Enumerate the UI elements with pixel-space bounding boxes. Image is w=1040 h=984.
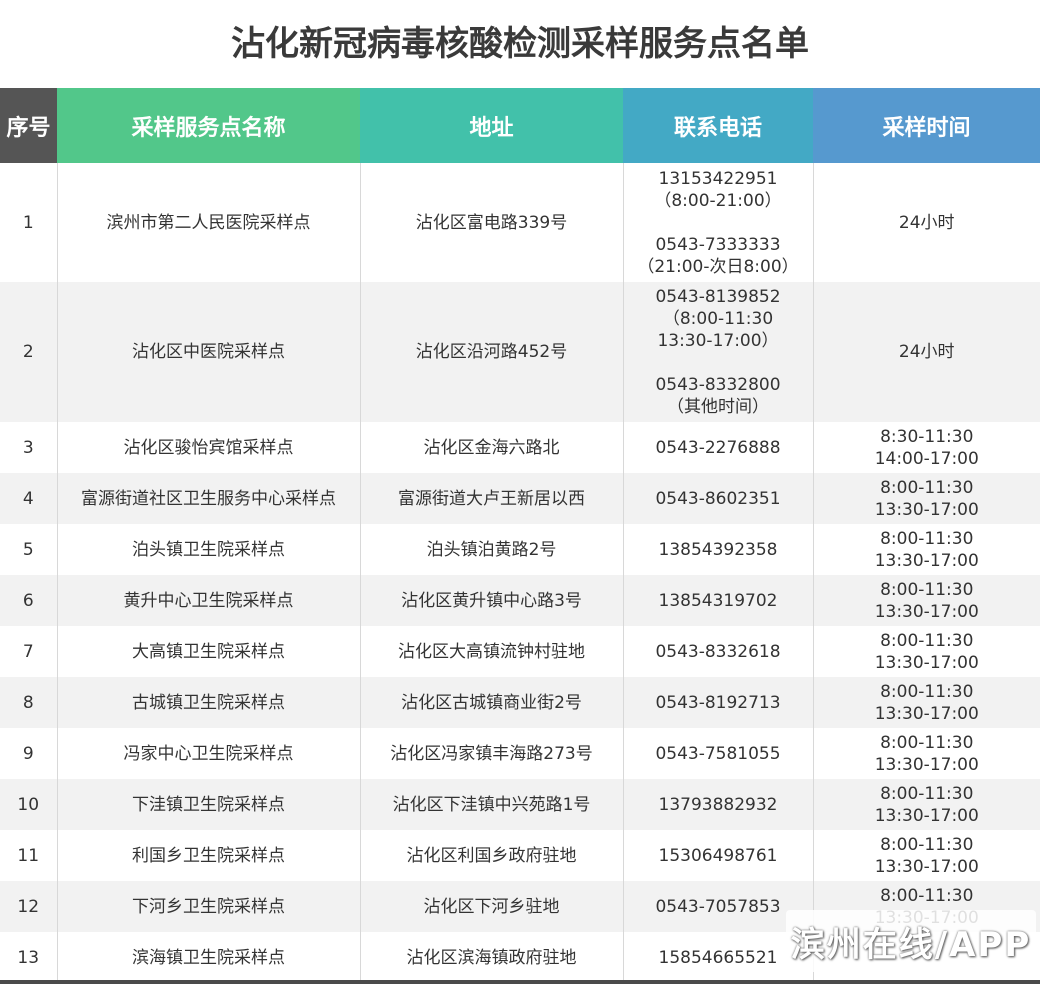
cell-phone: 0543-8192713 [622,677,813,728]
cell-phone: 15306498761 [622,830,813,881]
cell-name: 沾化区中医院采样点 [56,282,360,422]
header-phone: 联系电话 [623,88,813,163]
cell-index: 9 [22,743,34,764]
cell-address: 沾化区富电路339号 [359,163,623,282]
cell-name: 泊头镇卫生院采样点 [56,524,360,575]
cell-index: 11 [17,845,40,866]
cell-phone: 0543-7581055 [622,728,813,779]
cell-time: 8:00-11:30 13:30-17:00 [812,779,1040,830]
cell-address: 泊头镇泊黄路2号 [359,524,623,575]
table-row: 13 滨海镇卫生院采样点 沾化区滨海镇政府驻地 15854665521 [0,932,1040,983]
cell-time: 24小时 [812,282,1040,422]
sampling-sites-table: 序号 采样服务点名称 地址 联系电话 采样时间 1 滨州市第二人民医院采样点 沾化区… [0,88,1040,983]
cell-phone: 13854319702 [622,575,813,626]
cell-index: 2 [0,282,57,422]
header-name: 采样服务点名称 [57,88,360,163]
cell-index: 8 [0,677,57,728]
cell-index: 3 [22,437,34,458]
cell-phone: 15854665521 [622,932,813,983]
table-row: 10 下洼镇卫生院采样点 沾化区下洼镇中兴苑路1号 13793882932 8:00-1… [0,779,1040,830]
table-row: 7 大高镇卫生院采样点 沾化区大高镇流钟村驻地 0543-8332618 8:00-11… [0,626,1040,677]
bottom-border [0,980,1040,984]
page-title: 沾化新冠病毒核酸检测采样服务点名单 [231,24,809,64]
cell-name: 冯家中心卫生院采样点 [56,728,360,779]
cell-name: 下河乡卫生院采样点 [56,881,360,932]
cell-address: 沾化区黄升镇中心路3号 [359,575,623,626]
cell-address: 沾化区利国乡政府驻地 [359,830,623,881]
cell-time: 8:00-11:30 13:30-17:00 [812,677,1040,728]
cell-index: 12 [0,881,57,932]
cell-phone: 13854392358 [622,524,813,575]
table-row: 2 沾化区中医院采样点 沾化区沿河路452号 0543-8139852 （8:00-1… [0,282,1040,422]
table-row: 6 黄升中心卫生院采样点 沾化区黄升镇中心路3号 13854319702 8:00-11… [0,575,1040,626]
cell-time: 8:00-11:30 13:30-17:00 [812,524,1040,575]
cell-index: 7 [22,641,34,662]
cell-name: 利国乡卫生院采样点 [56,830,360,881]
table-row: 3 沾化区骏怡宾馆采样点 沾化区金海六路北 0543-2276888 8:30-11:3… [0,422,1040,473]
cell-address: 沾化区滨海镇政府驻地 [359,932,623,983]
cell-time: 8:00-11:30 13:30-17:00 [812,473,1040,524]
cell-name: 古城镇卫生院采样点 [56,677,360,728]
cell-address: 沾化区冯家镇丰海路273号 [359,728,623,779]
watermark-logo: 滨州在线/APP [786,910,1036,972]
cell-name: 下洼镇卫生院采样点 [56,779,360,830]
cell-index: 6 [0,575,57,626]
cell-name: 滨海镇卫生院采样点 [56,932,360,983]
cell-phone: 0543-7057853 [622,881,813,932]
cell-name: 黄升中心卫生院采样点 [56,575,360,626]
table-row: 8 古城镇卫生院采样点 沾化区古城镇商业街2号 0543-8192713 8:00-11… [0,677,1040,728]
cell-phone: 0543-8139852 （8:00-11:30 13:30-17:00） 05… [622,282,813,422]
cell-time: 8:00-11:30 13:30-17:00 [812,830,1040,881]
cell-index: 5 [22,539,34,560]
cell-time: 8:00-11:30 13:30-17:00 [812,575,1040,626]
cell-time: 8:00-11:30 13:30-17:00 [812,728,1040,779]
table-row: 1 滨州市第二人民医院采样点 沾化区富电路339号 13153422951 （8:00… [0,163,1040,282]
header-index: 序号 [0,88,57,163]
cell-index: 4 [0,473,57,524]
cell-time: 8:00-11:30 13:30-17:00 [812,626,1040,677]
header-time: 采样时间 [813,88,1040,163]
cell-time: 8:30-11:30 14:00-17:00 [812,422,1040,473]
cell-address: 沾化区下河乡驻地 [359,881,623,932]
cell-index: 10 [0,779,57,830]
cell-name: 滨州市第二人民医院采样点 [56,163,360,282]
header-address: 地址 [360,88,623,163]
cell-address: 沾化区沿河路452号 [359,282,623,422]
table-row: 4 富源街道社区卫生服务中心采样点 富源街道大卢王新居以西 0543-8602351 8… [0,473,1040,524]
cell-address: 富源街道大卢王新居以西 [359,473,623,524]
table-row: 11 利国乡卫生院采样点 沾化区利国乡政府驻地 15306498761 8:00-11:… [0,830,1040,881]
cell-index: 13 [17,947,40,968]
cell-address: 沾化区古城镇商业街2号 [359,677,623,728]
cell-address: 沾化区金海六路北 [359,422,623,473]
cell-phone: 0543-8332618 [622,626,813,677]
cell-phone: 13153422951 （8:00-21:00） 0543-7333333 （2… [622,163,813,282]
cell-phone: 13793882932 [622,779,813,830]
table-header-row: 序号 采样服务点名称 地址 联系电话 采样时间 [0,88,1040,163]
table-row: 9 冯家中心卫生院采样点 沾化区冯家镇丰海路273号 0543-7581055 8:00… [0,728,1040,779]
table-row: 5 泊头镇卫生院采样点 泊头镇泊黄路2号 13854392358 8:00-11:30 … [0,524,1040,575]
cell-name: 富源街道社区卫生服务中心采样点 [56,473,360,524]
cell-phone: 0543-2276888 [622,422,813,473]
cell-index: 1 [22,212,34,233]
cell-time: 24小时 [812,163,1040,282]
cell-phone: 0543-8602351 [622,473,813,524]
cell-name: 沾化区骏怡宾馆采样点 [56,422,360,473]
cell-name: 大高镇卫生院采样点 [56,626,360,677]
cell-address: 沾化区下洼镇中兴苑路1号 [359,779,623,830]
cell-address: 沾化区大高镇流钟村驻地 [359,626,623,677]
